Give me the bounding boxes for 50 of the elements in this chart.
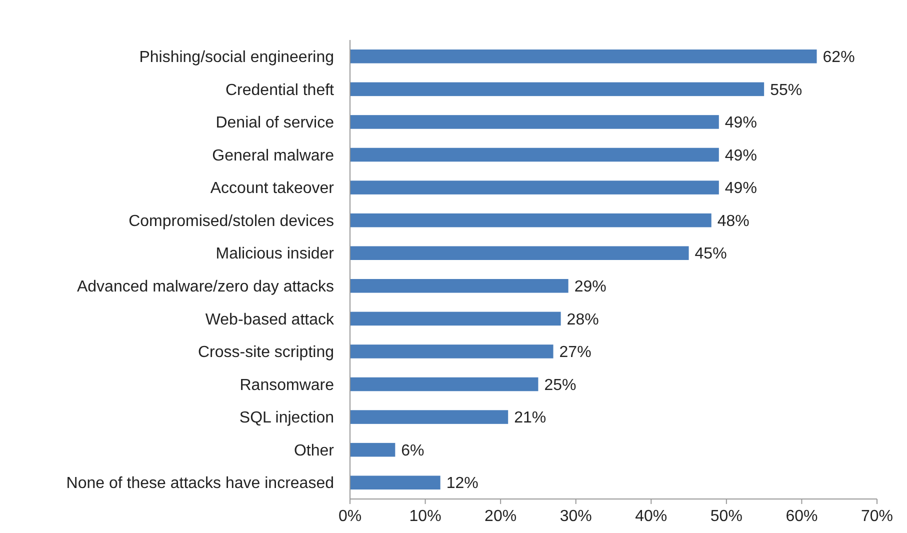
y-tick-label: Cross-site scripting [198,344,334,362]
bar [350,279,568,293]
data-label: 28% [566,311,599,328]
bar [350,377,538,392]
y-tick-label: Ransomware [240,376,334,394]
bar [350,115,719,129]
y-tick-label: Credential theft [225,82,335,99]
y-tick-label: SQL injection [239,410,334,427]
x-tick-label: 50% [710,508,742,525]
x-tick-label: 30% [560,508,592,525]
bar [350,476,440,490]
data-label: 49% [724,147,757,164]
x-tick-label: 40% [635,508,668,525]
bar [350,148,719,162]
y-tick-label: Advanced malware/zero day attacks [76,278,334,296]
x-tick-label: 10% [409,508,442,525]
y-tick-label: Web-based attack [205,311,335,328]
bar [350,180,719,194]
data-label: 49% [724,180,757,198]
data-label: 21% [514,410,546,427]
x-tick-label: 70% [860,508,894,525]
y-tick-label: Compromised/stolen devices [128,212,334,230]
y-tick-label: Phishing/social engineering [139,48,334,66]
bar [350,344,554,358]
bar [350,442,396,457]
x-tick-label: 60% [786,508,818,525]
data-label: 6% [401,442,424,460]
y-tick-label: Other [294,442,335,460]
data-label: 48% [717,212,750,230]
y-tick-label: Denial of service [216,114,334,132]
y-tick-label: Account takeover [210,180,335,198]
bar [350,213,712,228]
bar [350,50,817,64]
bar [350,312,561,326]
data-label: 25% [544,376,576,394]
y-tick-label: Malicious insider [216,246,335,263]
data-label: 29% [574,278,606,296]
data-label: 55% [770,82,802,99]
x-tick-label: 0% [338,508,362,525]
y-tick-label: General malware [212,147,334,164]
data-label: 62% [822,48,855,66]
data-label: 27% [559,344,592,362]
y-tick-label: None of these attacks have increased [66,475,334,492]
x-tick-label: 20% [484,508,517,525]
bar [350,246,689,260]
bar [350,82,764,96]
data-label: 49% [724,114,757,132]
bar [350,410,508,424]
data-label: 12% [446,475,478,492]
data-label: 45% [694,246,727,263]
